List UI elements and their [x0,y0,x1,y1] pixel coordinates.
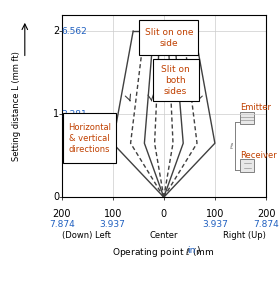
Text: 7.874: 7.874 [253,220,279,229]
Text: Setting distance L (mm ft): Setting distance L (mm ft) [12,51,21,161]
Text: Center: Center [150,231,178,240]
Text: 2: 2 [53,26,59,36]
FancyBboxPatch shape [139,20,198,55]
Text: in: in [187,246,195,255]
Text: (Down) Left: (Down) Left [62,231,111,240]
Bar [241,113,254,124]
Text: Slit on one
side: Slit on one side [145,28,193,48]
Text: 3.281: 3.281 [62,110,87,119]
FancyBboxPatch shape [153,59,199,101]
Text: Operating point $\ell$ (mm: Operating point $\ell$ (mm [112,246,215,259]
Text: 7.874: 7.874 [49,220,74,229]
Text: Slit on
both
sides: Slit on both sides [161,64,190,96]
Text: $\ell$: $\ell$ [229,141,234,151]
Text: Receiver: Receiver [241,151,277,160]
Text: 0: 0 [53,192,59,202]
Text: 6.562: 6.562 [62,27,87,36]
Text: 3.937: 3.937 [100,220,126,229]
Text: 200: 200 [257,209,275,219]
Text: 1: 1 [53,109,59,119]
Text: 100: 100 [206,209,224,219]
Text: Right (Up): Right (Up) [223,231,266,240]
Text: 100: 100 [104,209,122,219]
Text: ): ) [196,246,199,255]
FancyBboxPatch shape [63,113,116,163]
Bar [241,159,254,172]
Text: Emitter: Emitter [241,103,271,112]
Text: Horizontal
& vertical
directions: Horizontal & vertical directions [68,123,111,154]
Text: 200: 200 [52,209,71,219]
Text: 3.937: 3.937 [202,220,228,229]
Text: 0: 0 [161,209,167,219]
